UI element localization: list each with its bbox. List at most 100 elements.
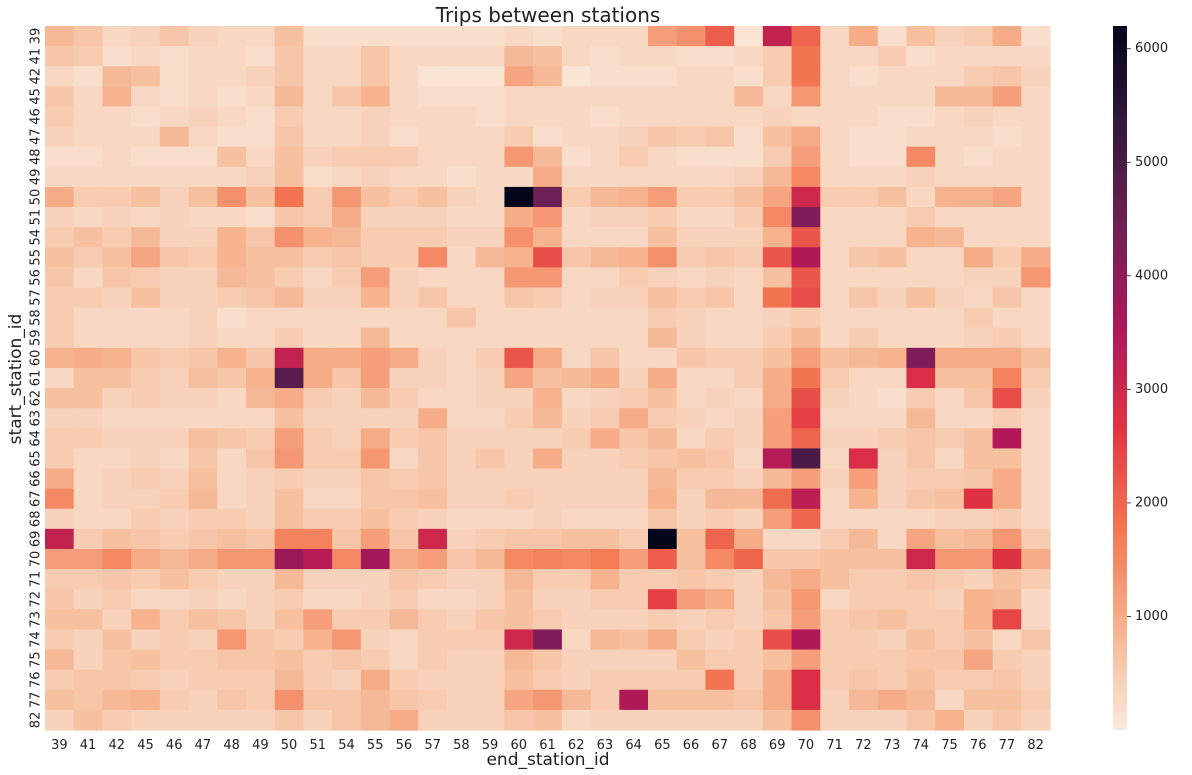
heatmap-cell [705,146,735,168]
heatmap-cell [73,669,104,691]
heatmap-cell [561,207,592,228]
heatmap-cell [963,428,994,449]
heatmap-cell [360,347,391,369]
heatmap-cell [561,267,592,289]
heatmap-cell [935,347,965,369]
heatmap-cell [820,408,850,429]
heatmap-cell [561,46,592,67]
heatmap-cell [906,166,936,188]
heatmap-cell [188,609,218,631]
heatmap-cell [992,347,1022,369]
heatmap-cell [303,307,333,329]
heatmap-cell [217,267,247,289]
heatmap-cell [820,388,850,409]
heatmap-cell [849,488,879,510]
heatmap-cell [762,186,793,208]
heatmap-cell [648,669,678,691]
heatmap-cell [906,569,936,590]
heatmap-cell [159,347,190,369]
heatmap-cell [935,649,965,671]
heatmap-cell [561,307,592,329]
heatmap-cell [332,247,362,268]
heatmap-cell [849,66,879,87]
heatmap-cell [849,448,879,470]
heatmap-cell [246,327,276,349]
heatmap-cell [906,146,936,168]
y-tick-label: 46 [29,108,44,125]
heatmap-cell [992,227,1022,248]
heatmap-cell [734,408,764,429]
heatmap-cell [360,267,391,289]
heatmap-cell [131,408,161,429]
heatmap-cell [504,468,534,490]
heatmap-cell [332,146,362,168]
heatmap-cell [1021,689,1051,711]
heatmap-cell [791,66,821,87]
heatmap-cell [820,367,850,389]
x-tick-label: 63 [597,738,614,753]
heatmap-cell [159,508,190,530]
heatmap-cell [820,448,850,470]
y-tick-label: 69 [29,531,44,548]
heatmap-cell [360,66,391,87]
heatmap-cell [935,186,965,208]
heatmap-cell [791,428,821,449]
heatmap-cell [504,508,534,530]
heatmap-cell [475,347,506,369]
heatmap-cell [246,709,276,731]
heatmap-cell [217,46,247,67]
heatmap-cell [303,508,333,530]
y-tick-label: 56 [29,269,44,286]
heatmap-cell [676,408,707,429]
heatmap-cell [533,709,563,731]
heatmap-cell [820,26,850,47]
heatmap-cell [303,649,333,671]
heatmap-cell [877,66,908,87]
heatmap-cell [418,307,448,329]
heatmap-cell [734,468,764,490]
heatmap-cell [561,669,592,691]
heatmap-cell [131,347,161,369]
heatmap-cell [533,207,563,228]
heatmap-cell [791,548,821,570]
heatmap-cell [447,629,477,651]
heatmap-cell [705,247,735,268]
heatmap-cell [877,186,908,208]
heatmap-cell [963,126,994,148]
heatmap-cell [791,448,821,470]
heatmap-cell [45,528,75,550]
heatmap-cell [102,528,132,550]
heatmap-cell [762,468,793,490]
heatmap-cell [73,508,104,530]
x-tick-label: 57 [424,738,441,753]
x-tick-label: 76 [970,738,987,753]
heatmap-cell [992,146,1022,168]
heatmap-cell [475,569,506,590]
heatmap-cell [619,367,649,389]
heatmap-cell [590,589,620,610]
x-tick-label: 58 [453,738,470,753]
heatmap-cell [533,146,563,168]
heatmap-cell [389,207,419,228]
heatmap-cell [705,106,735,128]
heatmap-cell [935,287,965,309]
heatmap-cell [45,126,75,148]
heatmap-cell [45,267,75,289]
heatmap-cell [533,629,563,651]
heatmap-cell [102,468,132,490]
heatmap-cell [274,528,305,550]
heatmap-cell [274,126,305,148]
heatmap-cell [619,428,649,449]
heatmap-cell [963,46,994,67]
heatmap-cell [877,629,908,651]
heatmap-cell [590,207,620,228]
heatmap-cell [131,126,161,148]
heatmap-cell [447,86,477,108]
heatmap-cell [475,548,506,570]
heatmap-cell [533,428,563,449]
heatmap-cell [619,327,649,349]
heatmap-cell [561,629,592,651]
heatmap-cell [705,689,735,711]
heatmap-cell [1021,307,1051,329]
heatmap-cell [159,66,190,87]
